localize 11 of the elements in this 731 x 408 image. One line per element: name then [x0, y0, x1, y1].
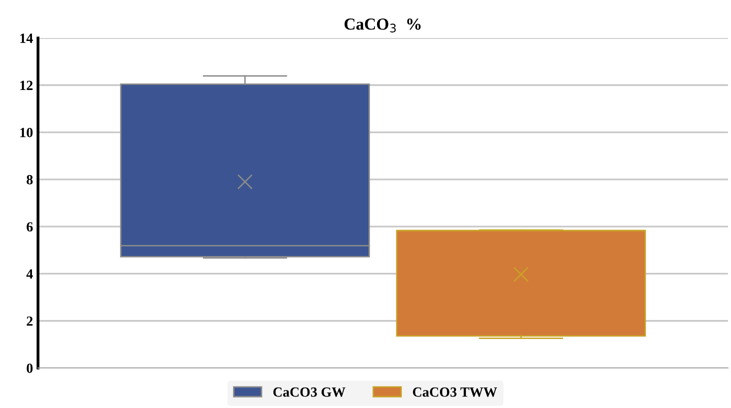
chart-title: CaCO$_{3}$ %: [344, 18, 421, 32]
y-tick-label: 10: [20, 128, 33, 138]
legend-label: CaCO3 TWW: [412, 387, 498, 397]
y-tick-label: 4: [26, 269, 33, 279]
y-tick-label: 8: [26, 175, 33, 184]
y-tick-label: 14: [20, 34, 33, 43]
legend-label: CaCO3 GW: [273, 387, 346, 397]
y-tick-label: 2: [26, 316, 33, 326]
y-tick-label: 0: [26, 364, 33, 373]
y-tick-label: 6: [26, 222, 33, 232]
y-tick-label: 12: [20, 80, 33, 90]
